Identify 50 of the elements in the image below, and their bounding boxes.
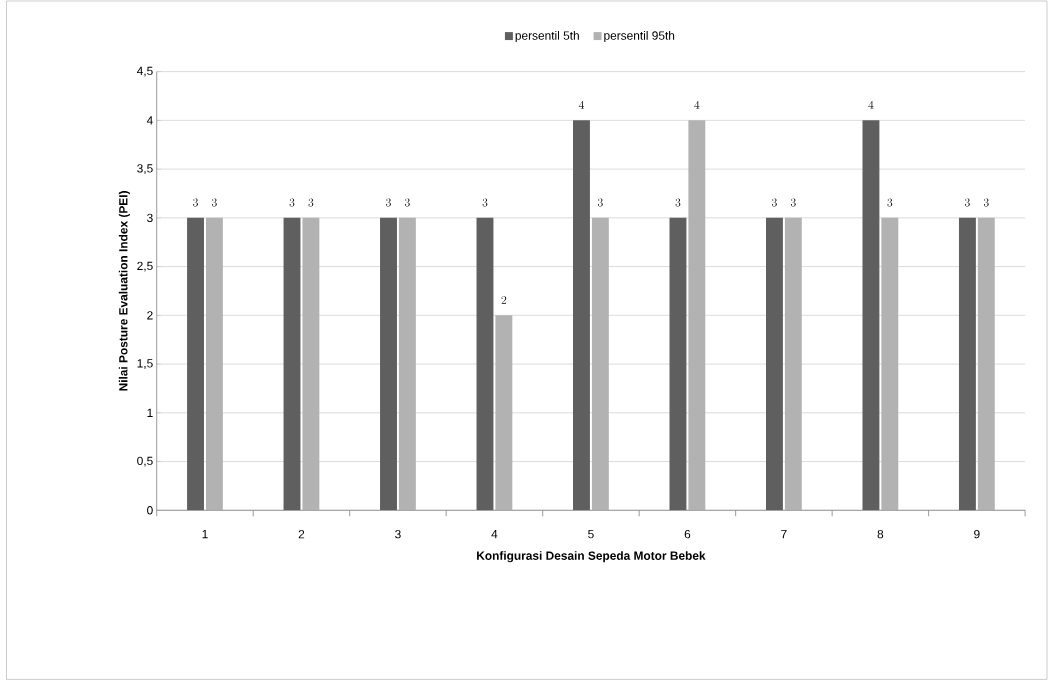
bar xyxy=(765,217,783,511)
data-label: 4 xyxy=(694,100,700,109)
x-tick-label: 3 xyxy=(395,529,401,539)
x-tick-label: 6 xyxy=(684,529,691,539)
y-tick-label: 3 xyxy=(147,213,153,222)
y-tick-label: 1 xyxy=(147,408,153,417)
bar xyxy=(958,217,976,511)
x-axis-title: Konfigurasi Desain Sepeda Motor Bebek xyxy=(477,550,706,563)
data-label: 3 xyxy=(983,198,989,207)
data-label: 3 xyxy=(386,198,391,207)
bar xyxy=(380,217,397,511)
data-label: 3 xyxy=(790,198,796,207)
bar xyxy=(669,217,687,511)
data-label: 3 xyxy=(404,198,410,207)
data-label: 2 xyxy=(501,295,507,304)
data-label: 3 xyxy=(482,198,488,207)
data-label: 3 xyxy=(675,198,681,207)
y-tick-label: 0,5 xyxy=(137,456,153,467)
x-tick-label: 2 xyxy=(298,529,305,539)
x-tick-label: 1 xyxy=(202,529,208,538)
data-label: 3 xyxy=(887,198,893,207)
data-label: 4 xyxy=(868,100,874,109)
x-tick-label: 4 xyxy=(491,529,498,538)
data-label: 3 xyxy=(308,198,314,207)
legend-label: persentil 95th xyxy=(604,30,675,42)
data-label: 3 xyxy=(289,198,295,207)
bar xyxy=(476,217,494,511)
x-tick-label: 7 xyxy=(781,529,787,538)
y-tick-label: 0 xyxy=(147,505,153,515)
y-tick-label: 4 xyxy=(146,116,153,125)
y-tick-label: 3,5 xyxy=(137,164,153,174)
y-tick-label: 2,5 xyxy=(137,261,153,272)
legend-label: persentil 5th xyxy=(515,30,579,42)
bar xyxy=(187,217,204,511)
bar xyxy=(283,217,301,511)
data-label: 3 xyxy=(965,198,970,207)
y-tick-label: 4,5 xyxy=(136,66,153,77)
x-tick-label: 5 xyxy=(588,529,594,539)
data-label: 3 xyxy=(597,198,603,207)
data-label: 4 xyxy=(578,100,585,109)
data-label: 3 xyxy=(211,198,217,207)
x-tick-label: 9 xyxy=(974,529,980,539)
data-label: 3 xyxy=(772,198,777,207)
bar xyxy=(573,120,590,511)
x-tick-label: 8 xyxy=(877,529,884,539)
y-tick-label: 1,5 xyxy=(137,359,153,369)
y-axis-title: Nilai Posture Evaluation Index (PEI) xyxy=(118,190,130,391)
y-tick-label: 2 xyxy=(147,310,153,320)
bar xyxy=(862,120,880,511)
data-label: 3 xyxy=(193,198,198,207)
